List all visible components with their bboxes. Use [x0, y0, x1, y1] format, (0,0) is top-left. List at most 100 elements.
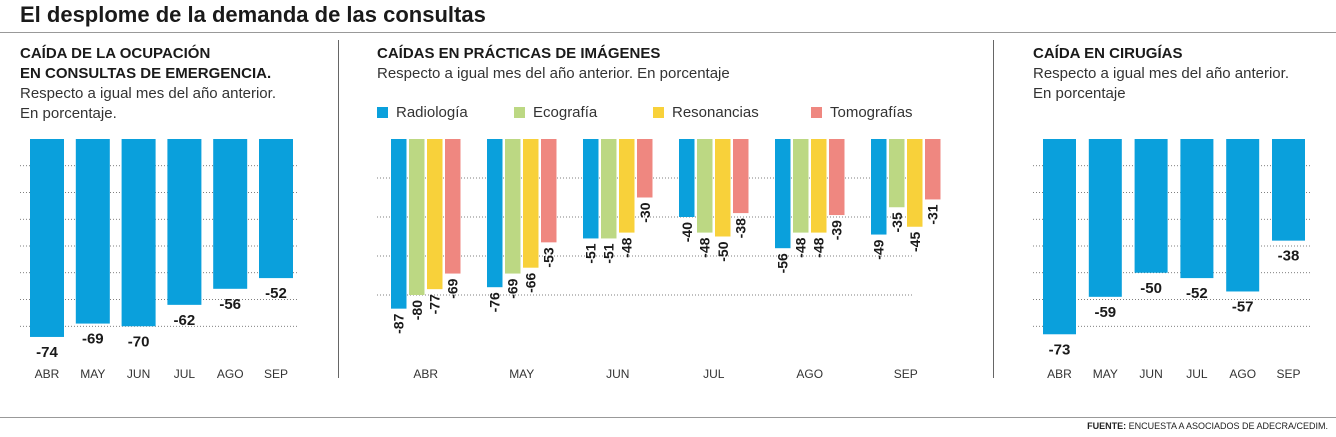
surgery-value-label: -38 [1278, 248, 1300, 265]
surgery-category-label: MAY [1093, 367, 1118, 381]
emergency-category-label: MAY [80, 367, 105, 381]
imaging-value-label: -53 [541, 247, 557, 267]
surgery-category-label: JUL [1186, 367, 1208, 381]
imaging-value-label: -49 [871, 239, 887, 259]
title-rule [0, 32, 1336, 33]
imaging-category-label: ABR [413, 367, 438, 381]
legend-swatch-ecografia [514, 106, 525, 118]
source-note: FUENTE: ENCUESTA A ASOCIADOS DE ADECRA/C… [1087, 421, 1328, 431]
surgery-category-label: AGO [1229, 367, 1256, 381]
emergency-value-label: -52 [265, 285, 287, 302]
imaging-value-label: -30 [637, 202, 653, 222]
emergency-category-label: JUN [127, 367, 150, 381]
imaging-bar-jul-2 [697, 139, 713, 233]
legend-item-resonancias: Resonancias [653, 104, 759, 121]
legend-item-ecografia: Ecografía [514, 104, 597, 121]
surgery-category-label: SEP [1276, 367, 1300, 381]
imaging-value-label: -69 [505, 278, 521, 298]
imaging-bar-jul-3 [715, 139, 731, 237]
imaging-value-label: -77 [427, 294, 443, 314]
legend-label-ecografia: Ecografía [533, 104, 598, 121]
surgery-subtitle-line1: Respecto a igual mes del año anterior. [1033, 65, 1289, 82]
imaging-category-label: SEP [894, 367, 918, 381]
surgery-value-label: -59 [1094, 304, 1116, 321]
imaging-value-label: -69 [445, 278, 461, 298]
imaging-value-label: -45 [907, 232, 923, 252]
imaging-bar-sep-2 [889, 139, 905, 208]
emergency-value-label: -56 [219, 296, 241, 313]
imaging-bar-may-3 [523, 139, 539, 268]
imaging-value-label: -48 [619, 237, 635, 257]
emergency-title-line2: EN CONSULTAS DE EMERGENCIA. [20, 65, 272, 82]
imaging-bar-ago-2 [793, 139, 809, 233]
legend-label-tomografias: Tomografías [830, 104, 913, 121]
emergency-category-label: AGO [217, 367, 244, 381]
imaging-category-label: JUL [703, 367, 725, 381]
imaging-bar-abr-4 [445, 139, 461, 274]
imaging-category-label: AGO [796, 367, 823, 381]
legend-item-radiologia: Radiología [377, 104, 468, 121]
surgery-category-label: ABR [1047, 367, 1072, 381]
legend-swatch-resonancias [653, 106, 664, 118]
surgery-value-label: -52 [1186, 285, 1208, 302]
surgery-value-label: -57 [1232, 298, 1254, 315]
imaging-category-label: JUN [606, 367, 629, 381]
imaging-bar-jun-2 [601, 139, 617, 239]
legend-label-radiologia: Radiología [396, 104, 468, 121]
surgery-subtitle-line2: En porcentaje [1033, 85, 1126, 102]
emergency-bar-sep [259, 139, 293, 279]
surgery-panel-header: CAÍDA EN CIRUGÍAS Respecto a igual mes d… [1033, 44, 1289, 104]
emergency-panel-header: CAÍDA DE LA OCUPACIÓN EN CONSULTAS DE EM… [20, 44, 276, 124]
imaging-value-label: -76 [487, 292, 503, 312]
legend-swatch-tomografias [811, 106, 822, 118]
imaging-bar-jul-4 [733, 139, 749, 214]
imaging-value-label: -31 [925, 204, 941, 224]
imaging-bar-jun-1 [583, 139, 599, 239]
surgery-bar-sep [1272, 139, 1305, 241]
imaging-value-label: -48 [793, 237, 809, 257]
emergency-subtitle-line2: En porcentaje. [20, 105, 117, 122]
emergency-title-line1: CAÍDA DE LA OCUPACIÓN [20, 45, 211, 62]
imaging-bar-may-1 [487, 139, 503, 288]
imaging-bar-jun-3 [619, 139, 635, 233]
legend-label-resonancias: Resonancias [672, 104, 759, 121]
imaging-value-label: -48 [697, 237, 713, 257]
surgery-value-label: -73 [1049, 341, 1071, 358]
emergency-subtitle-line1: Respecto a igual mes del año anterior. [20, 85, 276, 102]
imaging-value-label: -39 [829, 220, 845, 240]
imaging-value-label: -50 [715, 241, 731, 261]
surgery-bar-may [1088, 139, 1122, 297]
source-label: FUENTE: [1087, 421, 1127, 431]
imaging-bar-jul-1 [679, 139, 695, 217]
imaging-bar-ago-3 [811, 139, 827, 233]
surgery-bar-jul [1180, 139, 1214, 279]
imaging-value-label: -40 [679, 222, 695, 242]
surgery-bar-abr [1043, 139, 1076, 335]
emergency-bar-jun [121, 139, 156, 327]
imaging-bar-may-2 [505, 139, 521, 274]
emergency-bar-abr [30, 139, 64, 337]
emergency-bar-jul [167, 139, 202, 305]
emergency-bar-may [75, 139, 110, 324]
emergency-category-label: JUL [174, 367, 196, 381]
imaging-bar-sep-3 [907, 139, 923, 227]
surgery-title: CAÍDA EN CIRUGÍAS [1033, 45, 1183, 62]
emergency-category-label: SEP [264, 367, 288, 381]
imaging-bar-abr-1 [391, 139, 407, 309]
surgery-bar-ago [1226, 139, 1260, 292]
imaging-value-label: -80 [409, 300, 425, 320]
page-title: El desplome de la demanda de las consult… [20, 2, 486, 27]
imaging-bar-sep-4 [925, 139, 941, 200]
imaging-value-label: -56 [775, 253, 791, 273]
surgery-value-label: -50 [1140, 280, 1162, 297]
imaging-value-label: -51 [583, 243, 599, 263]
imaging-category-label: MAY [509, 367, 534, 381]
source-text: ENCUESTA A ASOCIADOS DE ADECRA/CEDIM. [1128, 421, 1328, 431]
surgery-category-label: JUN [1139, 367, 1162, 381]
surgery-bar-jun [1134, 139, 1168, 273]
imaging-bar-abr-2 [409, 139, 425, 295]
legend-swatch-radiologia [377, 106, 388, 118]
